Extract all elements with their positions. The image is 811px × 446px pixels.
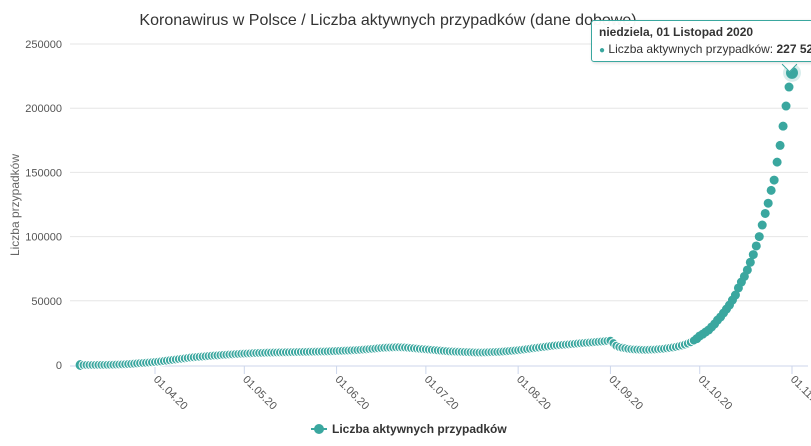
x-tick-label: 01.10.20 (696, 374, 735, 413)
data-point[interactable] (748, 250, 758, 260)
y-tick-label: 100000 (25, 232, 62, 244)
series-points[interactable] (75, 63, 801, 370)
data-point[interactable] (769, 175, 779, 185)
data-point[interactable] (745, 257, 755, 267)
y-tick-label: 250000 (25, 39, 62, 51)
x-axis: 01.04.20 01.05.20 01.06.20 01.07.20 01.08.20… (70, 365, 811, 413)
data-point[interactable] (757, 220, 767, 230)
data-point[interactable] (778, 121, 788, 131)
data-point[interactable] (784, 82, 794, 92)
tooltip: niedziela, 01 Listopad 2020 ● Liczba akt… (591, 20, 811, 62)
y-tick-label: 0 (56, 360, 62, 372)
x-tick-label: 01.08.20 (514, 374, 553, 413)
x-tick-label: 01.07.20 (422, 374, 461, 413)
tooltip-series-label: Liczba aktywnych przypadków: (608, 42, 774, 56)
y-axis-ticks: 0 50000 100000 150000 200000 250000 (25, 39, 62, 372)
legend-marker-icon (314, 424, 324, 434)
data-point[interactable] (754, 232, 764, 242)
y-tick-label: 150000 (25, 167, 62, 179)
data-point[interactable] (751, 241, 761, 251)
tooltip-series-dot-icon: ● (599, 45, 606, 56)
data-point[interactable] (730, 290, 740, 300)
legend-label: Liczba aktywnych przypadków (332, 422, 507, 436)
data-point[interactable] (742, 265, 752, 275)
data-point[interactable] (763, 198, 773, 208)
data-point[interactable] (766, 185, 776, 195)
chart-title: Koronawirus w Polsce / Liczba aktywnych … (139, 12, 636, 29)
x-tick-label: 01.04.20 (151, 374, 190, 413)
legend-item[interactable]: Liczba aktywnych przypadków (311, 422, 507, 436)
gridlines (70, 43, 808, 302)
x-tick-label: 01.05.20 (240, 374, 279, 413)
data-point[interactable] (781, 101, 791, 111)
data-point[interactable] (760, 208, 770, 218)
x-tick-label: 01.09.20 (606, 374, 645, 413)
tooltip-value: 227 524 (776, 42, 811, 56)
data-point[interactable] (772, 157, 782, 167)
tooltip-date: niedziela, 01 Listopad 2020 (599, 25, 754, 39)
x-tick-label: 01.06.20 (332, 374, 371, 413)
y-tick-label: 200000 (25, 103, 62, 115)
x-tick-label: 01.11.20 (788, 374, 811, 412)
y-axis-label: Liczba przypadków (8, 154, 22, 256)
data-point[interactable] (775, 140, 785, 150)
y-tick-label: 50000 (31, 296, 62, 308)
